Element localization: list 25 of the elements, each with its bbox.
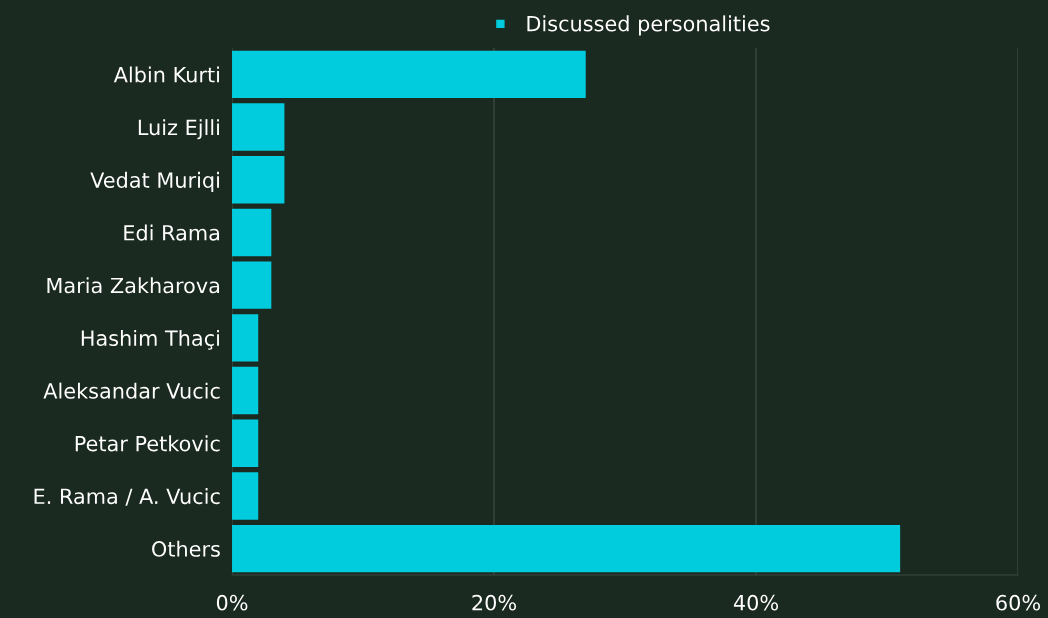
legend-label: Discussed personalities — [527, 15, 770, 36]
bar — [232, 50, 586, 99]
y-tick-label: Hashim Thaçi — [81, 329, 219, 350]
y-tick-label: E. Rama / A. Vucic — [34, 488, 220, 506]
bar — [232, 472, 259, 520]
x-tick-label: 40% — [733, 594, 779, 611]
bar — [232, 314, 259, 362]
y-tick-label: Petar Petkovic — [75, 435, 220, 452]
bar — [232, 103, 285, 151]
y-tick-label: Aleksandar Vucic — [43, 382, 220, 399]
y-tick-label: Albin Kurti — [113, 66, 219, 83]
y-tick-label: Edi Rama — [124, 224, 220, 241]
bar — [232, 208, 272, 257]
x-tick-label: 0% — [216, 594, 248, 611]
y-tick-label: Luiz Ejlli — [138, 119, 219, 140]
bar — [232, 366, 259, 415]
y-tick-label: Maria Zakharova — [47, 277, 220, 294]
y-tick-label: Others — [152, 540, 220, 557]
x-tick-label: 20% — [472, 594, 517, 611]
y-tick-label: Vedat Muriqi — [90, 171, 219, 193]
bar — [232, 419, 259, 467]
bar — [232, 156, 285, 204]
bar — [232, 524, 901, 573]
bar — [232, 261, 272, 309]
x-tick-label: 60% — [996, 594, 1041, 611]
